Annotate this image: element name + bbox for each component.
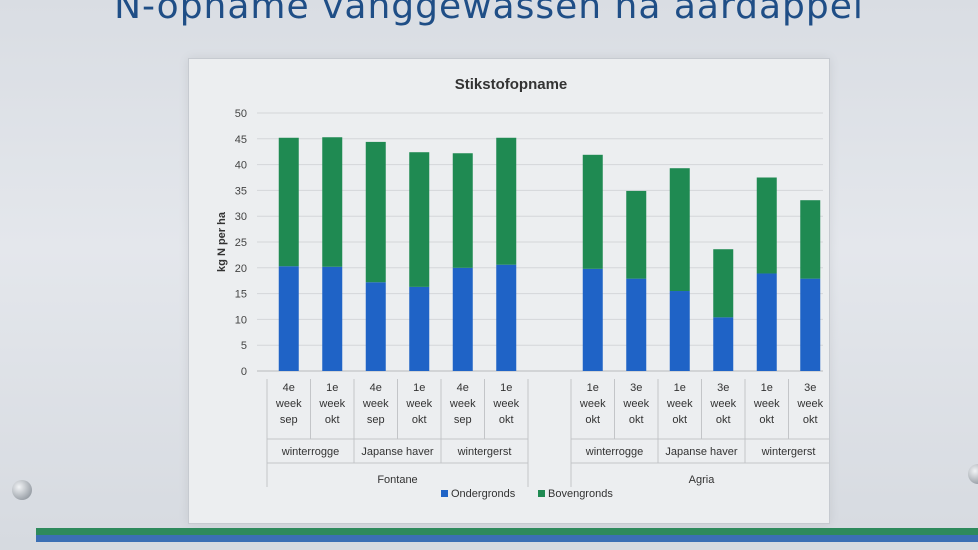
subgroup-label: winterrogge	[281, 446, 339, 458]
category-label: week	[666, 398, 693, 410]
y-tick-label: 30	[235, 211, 247, 223]
y-axis-label: kg N per ha	[216, 211, 228, 272]
category-label: 1e	[674, 382, 686, 394]
y-tick-label: 50	[235, 108, 247, 120]
y-tick-label: 20	[235, 263, 247, 275]
poster-title: N-opname vanggewassen na aardappel	[114, 0, 864, 27]
bar-bovengronds	[669, 168, 690, 292]
pin-left-icon	[12, 480, 32, 500]
subgroup-label: winterrogge	[585, 446, 643, 458]
category-label: week	[622, 398, 649, 410]
bar-bovengronds	[365, 141, 386, 283]
category-label: okt	[412, 414, 427, 426]
legend-swatch-bovengronds	[538, 490, 545, 497]
y-tick-label: 10	[235, 314, 247, 326]
category-label: okt	[803, 414, 818, 426]
legend-label-bovengronds: Bovengronds	[548, 488, 613, 500]
category-label: 1e	[413, 382, 425, 394]
category-label: week	[405, 398, 432, 410]
category-label: week	[362, 398, 389, 410]
bar-ondergronds	[322, 266, 343, 371]
pin-right-icon	[968, 464, 978, 484]
category-label: week	[753, 398, 780, 410]
category-label: 1e	[326, 382, 338, 394]
bar-bovengronds	[582, 154, 603, 269]
category-label: 1e	[500, 382, 512, 394]
subgroup-label: wintergerst	[457, 446, 512, 458]
bar-ondergronds	[756, 273, 777, 371]
category-label: okt	[499, 414, 514, 426]
bar-bovengronds	[800, 200, 821, 279]
bar-ondergronds	[452, 267, 473, 371]
category-label: week	[492, 398, 519, 410]
stacked-bar-chart: Stikstofopname 0 5 10 15 20 25 30 35 40 45 50 kg N p…	[216, 76, 829, 500]
bar-bovengronds	[278, 137, 299, 267]
category-label: sep	[280, 414, 298, 426]
bar-bovengronds	[626, 190, 647, 279]
category-label: okt	[325, 414, 340, 426]
bar-ondergronds	[496, 264, 517, 371]
y-tick-label: 5	[241, 340, 247, 352]
category-label: week	[449, 398, 476, 410]
footer-band	[36, 528, 978, 550]
category-label: week	[275, 398, 302, 410]
bar-ondergronds	[409, 286, 430, 371]
bar-ondergronds	[365, 282, 386, 371]
subgroup-label: Japanse haver	[361, 446, 433, 458]
footer-stripe-green	[36, 528, 978, 535]
bar-bovengronds	[713, 249, 734, 318]
category-label: week	[796, 398, 823, 410]
category-label: okt	[629, 414, 644, 426]
category-label: 1e	[761, 382, 773, 394]
bar-bovengronds	[322, 137, 343, 267]
y-tick-label: 25	[235, 237, 247, 249]
y-tick-label: 0	[241, 366, 247, 378]
category-label: 3e	[630, 382, 642, 394]
category-label: sep	[454, 414, 472, 426]
y-tick-label: 45	[235, 134, 247, 146]
bar-bovengronds	[756, 177, 777, 274]
bar-bovengronds	[409, 152, 430, 287]
category-label: 3e	[717, 382, 729, 394]
group-label: Agria	[689, 474, 716, 486]
category-label: okt	[585, 414, 600, 426]
y-tick-label: 35	[235, 185, 247, 197]
category-label: week	[579, 398, 606, 410]
category-label: okt	[672, 414, 687, 426]
chart-title: Stikstofopname	[455, 76, 568, 93]
category-label: week	[709, 398, 736, 410]
legend-swatch-ondergronds	[441, 490, 448, 497]
legend-label-ondergronds: Ondergronds	[451, 488, 516, 500]
category-label: 4e	[370, 382, 382, 394]
category-label: sep	[367, 414, 385, 426]
bar-bovengronds	[496, 137, 517, 265]
category-label: okt	[716, 414, 731, 426]
category-label: 3e	[804, 382, 816, 394]
chart-panel: Stikstofopname 0 5 10 15 20 25 30 35 40 45 50 kg N p…	[188, 58, 830, 524]
category-label: okt	[759, 414, 774, 426]
category-label: 1e	[587, 382, 599, 394]
bar-ondergronds	[669, 291, 690, 371]
bar-ondergronds	[800, 278, 821, 371]
category-label: week	[318, 398, 345, 410]
bar-ondergronds	[582, 268, 603, 371]
bar-ondergronds	[713, 317, 734, 371]
footer-stripe-blue	[36, 535, 978, 542]
bar-ondergronds	[626, 278, 647, 371]
bar-bovengronds	[452, 153, 473, 268]
subgroup-label: Japanse haver	[665, 446, 737, 458]
y-tick-label: 15	[235, 289, 247, 301]
bar-ondergronds	[278, 266, 299, 371]
y-tick-label: 40	[235, 160, 247, 172]
category-label: 4e	[283, 382, 295, 394]
category-label: 4e	[457, 382, 469, 394]
group-label: Fontane	[377, 474, 417, 486]
subgroup-label: wintergerst	[761, 446, 816, 458]
